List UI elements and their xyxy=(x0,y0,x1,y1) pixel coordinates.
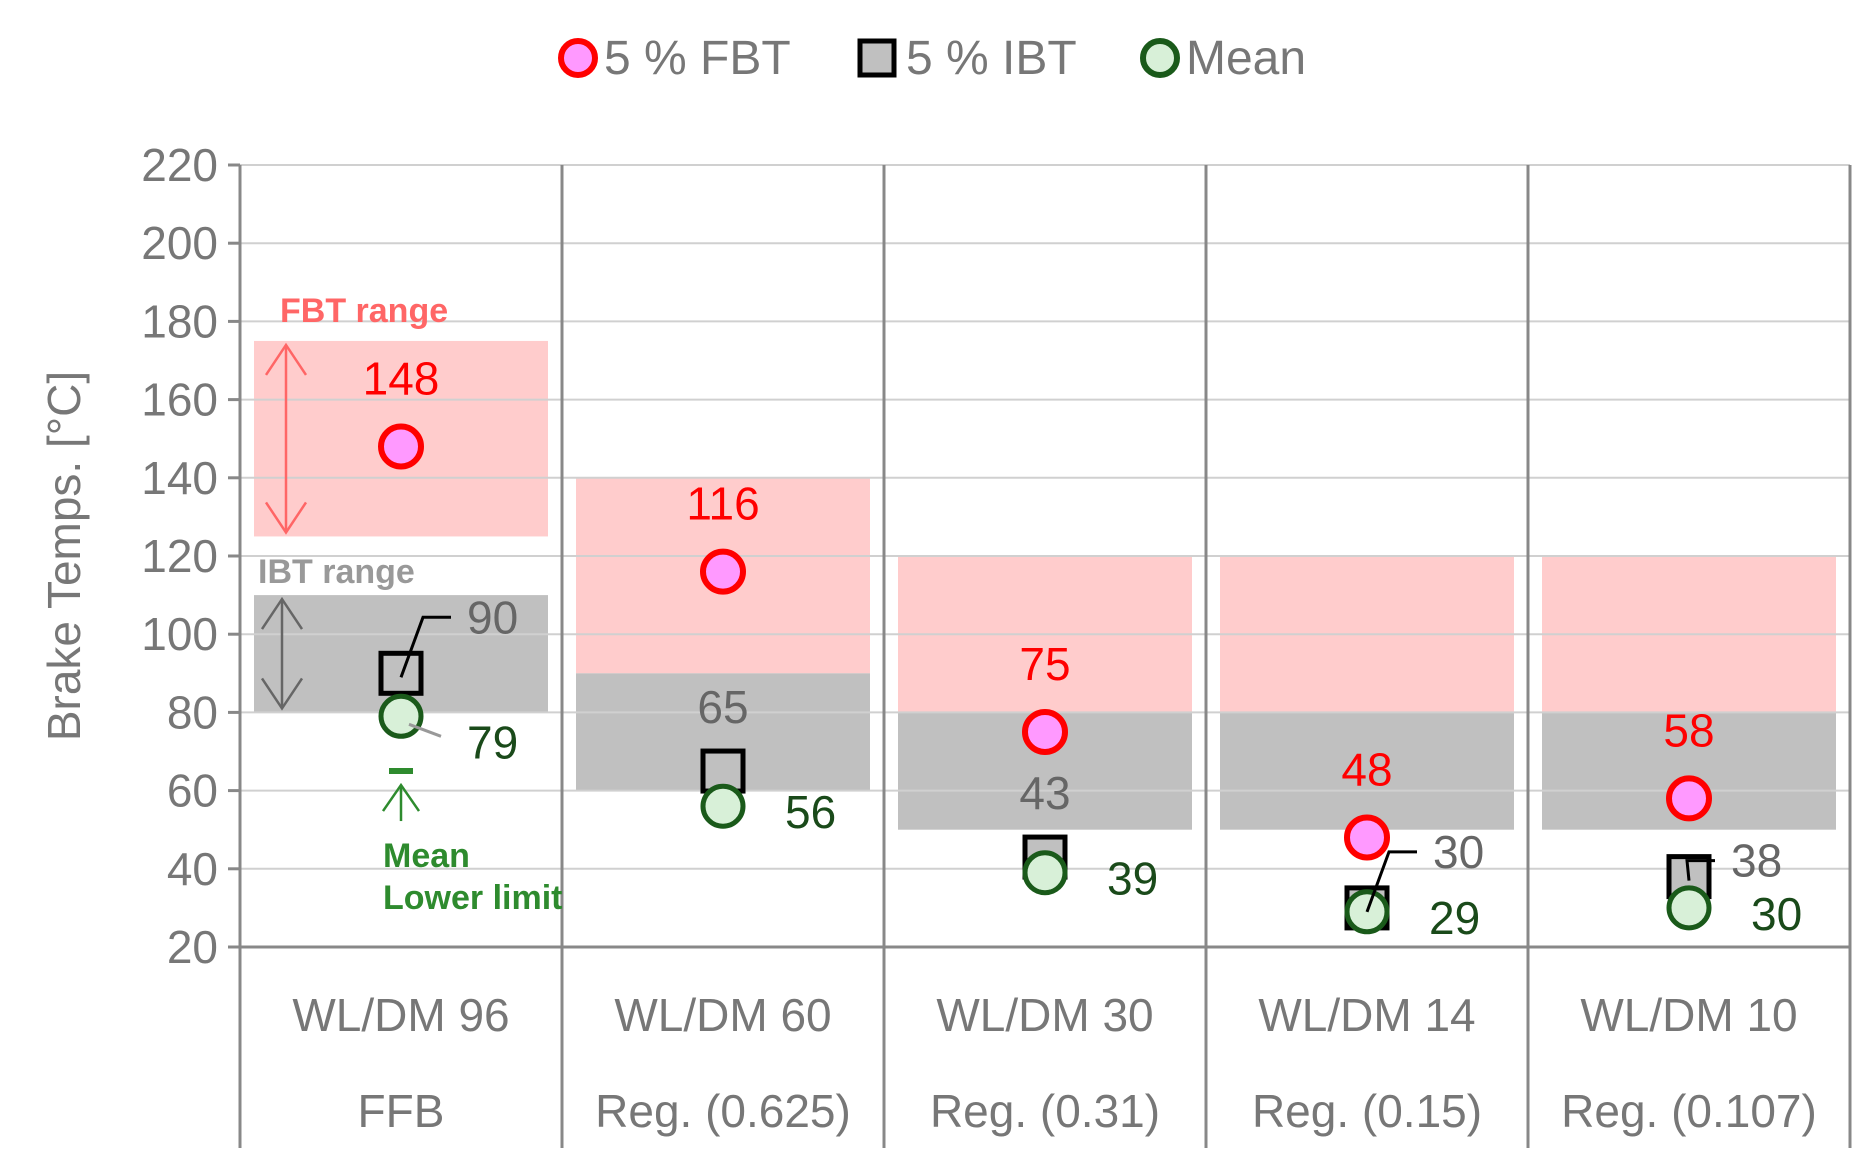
legend-mean-marker xyxy=(1140,38,1180,78)
category-sublabel: FFB xyxy=(358,1085,445,1137)
mean-lower-limit-annotation-line1: Mean xyxy=(383,837,470,875)
ibt-range-band xyxy=(1220,712,1514,830)
ibt-marker xyxy=(378,650,424,696)
ibt-value-label: 65 xyxy=(697,681,748,733)
category-label: WL/DM 96 xyxy=(292,989,509,1041)
mean-value-label: 39 xyxy=(1107,853,1158,905)
plot-frame xyxy=(228,163,1852,1148)
y-tick-label: 60 xyxy=(167,765,218,817)
mean-value-label: 30 xyxy=(1751,888,1802,940)
ibt-range-annotation: IBT range xyxy=(258,553,415,591)
legend-ibt-marker xyxy=(857,38,897,78)
fbt-range-annotation: FBT range xyxy=(280,292,448,330)
fbt-value-label: 116 xyxy=(686,478,759,530)
y-tick-label: 100 xyxy=(141,608,218,660)
ibt-value-label: 38 xyxy=(1731,835,1782,887)
fbt-range-arrowhead-bottom xyxy=(264,501,308,535)
y-tick-label: 140 xyxy=(141,452,218,504)
fbt-value-label: 75 xyxy=(1019,638,1070,690)
y-tick-label: 80 xyxy=(167,686,218,738)
mean-lower-limit-annotation-line2: Lower limit xyxy=(383,879,562,917)
ibt-value-label: 43 xyxy=(1019,767,1070,819)
mean-marker xyxy=(378,693,424,739)
legend: 5 % FBT 5 % IBT Mean xyxy=(558,32,1306,85)
category-sublabel: Reg. (0.15) xyxy=(1252,1085,1482,1137)
legend-fbt-label: 5 % FBT xyxy=(604,32,791,85)
ibt-range-arrowhead-top xyxy=(260,596,304,630)
ibt-range-arrowhead-bottom xyxy=(260,677,304,711)
ibt-leader-line xyxy=(1685,859,1715,881)
fbt-marker xyxy=(1344,814,1390,861)
y-axis-title: Brake Temps. [°C] xyxy=(38,371,90,741)
ibt-value-label: 30 xyxy=(1433,826,1484,878)
fbt-marker xyxy=(1022,708,1068,755)
fbt-marker xyxy=(1666,775,1712,822)
mean-leader-line xyxy=(408,722,442,738)
y-tick-label: 180 xyxy=(141,295,218,347)
fbt-marker xyxy=(700,548,746,595)
mean-lower-limit-arrowhead xyxy=(381,782,421,812)
category-label: WL/DM 30 xyxy=(936,989,1153,1041)
fbt-marker xyxy=(378,423,424,470)
legend-ibt-label: 5 % IBT xyxy=(906,32,1077,85)
y-tick-label: 120 xyxy=(141,530,218,582)
mean-marker xyxy=(1666,885,1712,931)
y-tick-label: 200 xyxy=(141,217,218,269)
category-sublabel: Reg. (0.625) xyxy=(595,1085,851,1137)
category-sublabel: Reg. (0.31) xyxy=(930,1085,1160,1137)
ibt-value-label: 90 xyxy=(467,591,518,643)
y-axis: 20 40 60 80 100 120 140 160 180 200 220 Brake Temps… xyxy=(38,139,218,973)
category-label: WL/DM 10 xyxy=(1580,989,1797,1041)
fbt-value-label: 58 xyxy=(1663,704,1714,756)
legend-mean-label: Mean xyxy=(1186,32,1306,85)
category-sublabel: Reg. (0.107) xyxy=(1561,1085,1817,1137)
y-tick-label: 220 xyxy=(141,139,218,191)
fbt-range-arrowhead-top xyxy=(264,342,308,376)
fbt-value-label: 48 xyxy=(1341,744,1392,796)
ibt-leader-line xyxy=(399,615,451,678)
mean-value-label: 29 xyxy=(1429,892,1480,944)
y-tick-label: 40 xyxy=(167,843,218,895)
fbt-value-label: 148 xyxy=(363,353,440,405)
category-label: WL/DM 14 xyxy=(1258,989,1475,1041)
legend-fbt-marker xyxy=(558,38,598,78)
annotations: FBT range IBT range Mean Lower limit xyxy=(258,292,562,917)
mean-marker xyxy=(1022,850,1068,896)
category-label: WL/DM 60 xyxy=(614,989,831,1041)
mean-value-label: 56 xyxy=(785,786,836,838)
mean-marker xyxy=(700,783,746,829)
mean-value-label: 79 xyxy=(467,716,518,768)
ibt-leader-line xyxy=(1365,850,1417,913)
x-axis: WL/DM 96 FFB WL/DM 60 Reg. (0.625) WL/DM 30 R… xyxy=(292,989,1816,1137)
y-tick-label: 20 xyxy=(167,921,218,973)
y-tick-label: 160 xyxy=(141,374,218,426)
